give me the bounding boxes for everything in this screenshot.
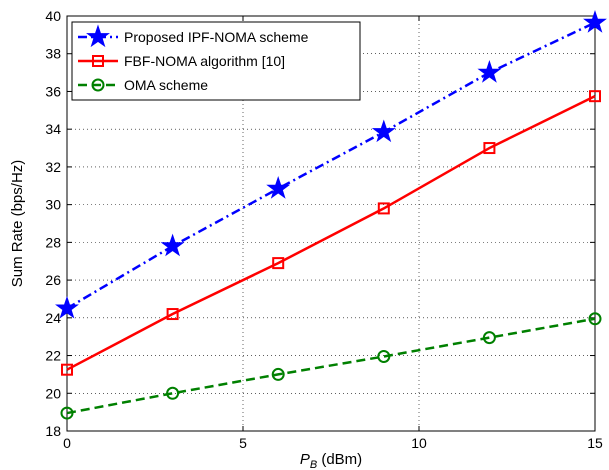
y-tick-label: 20: [45, 385, 61, 401]
data-point: [589, 90, 601, 103]
y-tick-label: 30: [45, 197, 61, 213]
data-point: [588, 312, 602, 326]
data-point: [266, 176, 291, 199]
data-point: [377, 349, 391, 363]
data-point: [482, 331, 496, 345]
x-axis-label-sub: B: [310, 459, 317, 470]
y-tick-label: 36: [45, 83, 61, 99]
series-layer: [55, 10, 607, 420]
legend-marker: [91, 78, 105, 92]
plot-frame: [66, 15, 596, 432]
data-point: [483, 142, 496, 155]
y-tick-label: 38: [45, 46, 61, 62]
data-point: [272, 257, 285, 270]
x-tick-label: 10: [411, 435, 427, 451]
data-point: [166, 386, 180, 400]
data-point: [166, 308, 179, 321]
legend-box: [71, 21, 361, 101]
y-tick-label: 34: [45, 121, 61, 137]
y-tick-label: 24: [45, 310, 61, 326]
data-point: [160, 233, 185, 257]
y-axis-label: Sum Rate (bps/Hz): [9, 160, 26, 288]
series-line: [66, 95, 596, 371]
y-tick-label: 32: [45, 159, 61, 175]
y-tick-label: 18: [45, 423, 61, 439]
data-point: [477, 60, 502, 83]
data-point: [61, 363, 73, 376]
data-point: [55, 295, 79, 319]
data-point: [371, 119, 396, 143]
x-axis-label-unit: (dBm): [317, 451, 362, 468]
series-2: [61, 90, 601, 376]
legend-label: OMA scheme: [124, 77, 208, 93]
data-point: [377, 202, 390, 215]
y-tick-label: 22: [45, 348, 61, 364]
x-tick-label: 0: [63, 435, 71, 451]
series-line: [66, 21, 596, 310]
legend-item: FBF-NOMA algorithm [10]: [78, 53, 285, 69]
data-point: [271, 367, 285, 381]
x-tick-label: 5: [239, 435, 247, 451]
axis-ticks: 0 5 10 15 18 20 22 24 26 28 30 32 34 36 38 40: [45, 8, 603, 451]
legend: Proposed IPF-NOMA scheme FBF-NOMA algorit…: [71, 21, 361, 101]
legend-marker: [92, 55, 104, 67]
x-axis-label-main: P: [300, 451, 310, 468]
y-tick-label: 40: [45, 8, 61, 24]
series-1: [55, 10, 607, 319]
y-tick-label: 28: [45, 234, 61, 250]
series-line: [66, 317, 596, 415]
legend-item: OMA scheme: [78, 77, 208, 93]
data-point: [583, 10, 607, 33]
x-tick-label: 15: [587, 435, 603, 451]
y-tick-label: 26: [45, 272, 61, 288]
legend-label: FBF-NOMA algorithm [10]: [124, 53, 285, 69]
legend-item: Proposed IPF-NOMA scheme: [78, 24, 309, 48]
x-axis-label: PB (dBm): [300, 451, 362, 470]
series-3: [60, 312, 602, 420]
legend-label: Proposed IPF-NOMA scheme: [124, 29, 309, 45]
data-point: [60, 406, 74, 420]
legend-marker: [86, 24, 110, 48]
